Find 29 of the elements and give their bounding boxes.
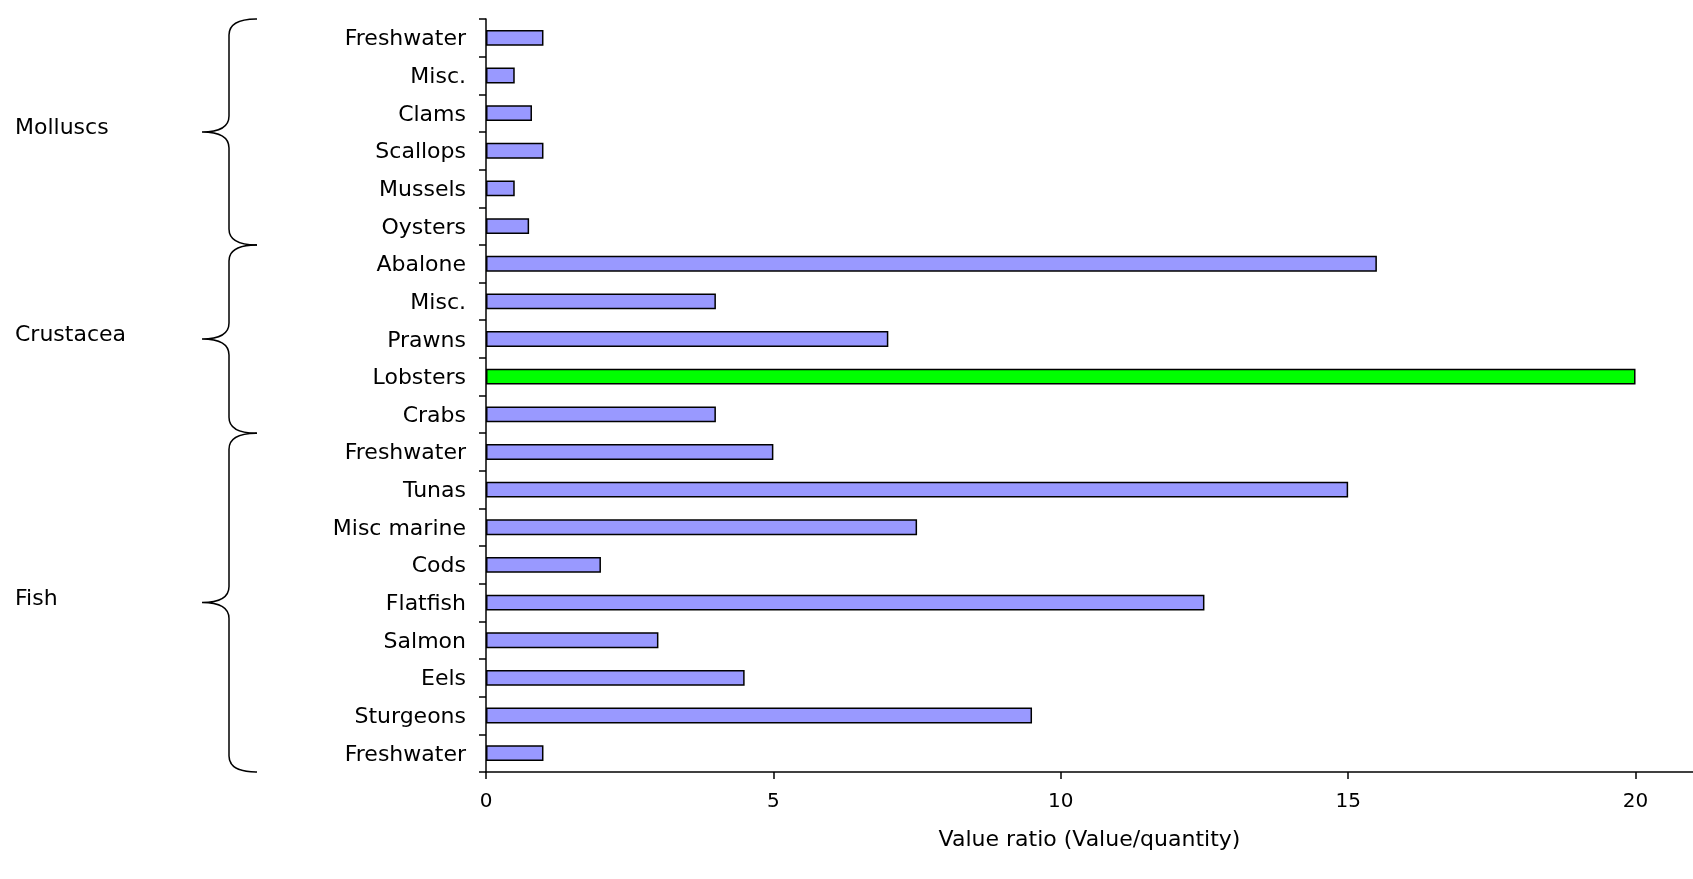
- y-tick-label: Cods: [411, 552, 466, 578]
- y-tick-label: Crabs: [402, 401, 466, 427]
- y-tick-label: Clams: [398, 100, 466, 126]
- y-tick-label: Scallops: [375, 138, 466, 164]
- x-tick-label: 10: [1048, 788, 1074, 812]
- y-tick-label: Freshwater: [344, 25, 467, 51]
- y-tick-label: Lobsters: [372, 364, 466, 390]
- y-tick-label: Eels: [420, 665, 466, 691]
- y-tick-label: Freshwater: [344, 740, 467, 766]
- y-tick-label: Sturgeons: [354, 703, 466, 729]
- text: Crustacea: [15, 321, 127, 347]
- y-tick-label: Oysters: [381, 213, 466, 239]
- y-tick-label: Flatfish: [385, 590, 466, 616]
- x-tick-label: 15: [1335, 788, 1361, 812]
- y-tick-label: Tunas: [402, 477, 466, 503]
- y-tick-label: Freshwater: [344, 439, 467, 465]
- y-tick-label: Misc.: [410, 288, 466, 314]
- y-tick-label: Salmon: [383, 627, 466, 653]
- y-tick-label: Misc.: [410, 62, 466, 88]
- y-tick-label: Mussels: [379, 175, 466, 201]
- x-tick-label: 5: [767, 788, 780, 812]
- y-tick-label: Abalone: [376, 251, 466, 277]
- text: Molluscs: [15, 113, 109, 139]
- x-tick-label: 0: [479, 788, 493, 812]
- x-tick-label: 20: [1622, 788, 1649, 812]
- text: Fish: [15, 584, 58, 610]
- y-tick-label: Misc marine: [332, 514, 466, 540]
- y-tick-label: Prawns: [387, 326, 466, 352]
- x-axis-title: Value ratio (Value/quantity): [938, 825, 1241, 851]
